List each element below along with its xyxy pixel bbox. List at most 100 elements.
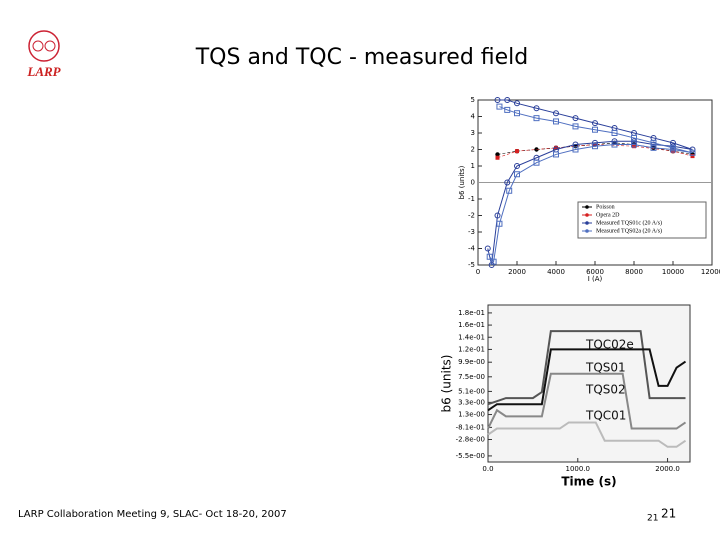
x-tick-label: 8000 bbox=[625, 268, 643, 276]
legend-marker bbox=[585, 205, 589, 209]
series-line bbox=[487, 99, 693, 266]
series-line bbox=[487, 348, 687, 412]
y-tick-label: 2 bbox=[471, 146, 475, 154]
series-line bbox=[487, 330, 686, 406]
x-tick-label: 4000 bbox=[547, 268, 565, 276]
y-tick-label: -2.8e-00 bbox=[456, 435, 485, 443]
data-point bbox=[650, 139, 657, 146]
x-tick-label: 12000 bbox=[701, 268, 720, 276]
y-tick-label: -5.5e-00 bbox=[456, 452, 485, 460]
y-tick-label: 3.3e-00 bbox=[458, 398, 485, 406]
y-tick-label: -4 bbox=[468, 245, 476, 253]
data-point bbox=[504, 106, 511, 113]
data-point bbox=[593, 142, 597, 147]
series-label: TQC01 bbox=[585, 409, 626, 423]
y-tick-label: 1 bbox=[471, 162, 475, 170]
data-point bbox=[494, 97, 501, 103]
legend-marker bbox=[585, 213, 589, 217]
data-point bbox=[486, 253, 493, 260]
slide-title: TQS and TQC - measured field bbox=[195, 45, 529, 70]
legend-marker bbox=[585, 221, 589, 225]
y-tick-label: 3 bbox=[471, 129, 475, 137]
data-point bbox=[553, 110, 559, 117]
data-point bbox=[494, 212, 501, 219]
legend-label: Opera 2D bbox=[596, 212, 620, 218]
x-tick-label: 10000 bbox=[662, 268, 684, 276]
legend-label: Measured TQS01c (20 A/s) bbox=[596, 219, 662, 226]
data-point bbox=[592, 143, 598, 150]
data-point bbox=[504, 97, 511, 103]
x-tick-label: 2000.0 bbox=[655, 465, 680, 473]
data-point bbox=[572, 146, 579, 153]
data-point bbox=[488, 262, 495, 268]
y-tick-label: 1.6e-01 bbox=[458, 321, 485, 329]
series-label: TQC02e bbox=[585, 338, 634, 352]
series-label: TQS02 bbox=[585, 383, 626, 397]
data-point bbox=[631, 141, 637, 148]
y-tick-label: 9.9e-00 bbox=[458, 358, 485, 366]
data-point bbox=[592, 139, 598, 146]
data-point bbox=[592, 126, 598, 133]
data-point bbox=[533, 115, 540, 122]
x-axis-label: Time (s) bbox=[561, 475, 616, 489]
y-tick-label: -1 bbox=[468, 195, 475, 203]
data-point bbox=[490, 258, 497, 265]
x-tick-label: 6000 bbox=[586, 268, 604, 276]
y-tick-label: -5 bbox=[468, 261, 475, 269]
y-tick-label: -2 bbox=[468, 212, 475, 220]
x-axis-label: I (A) bbox=[588, 275, 603, 283]
data-point bbox=[553, 118, 559, 125]
data-point bbox=[689, 149, 696, 156]
footer-text: LARP Collaboration Meeting 9, SLAC- Oct … bbox=[18, 509, 287, 520]
series-label: TQS01 bbox=[585, 361, 626, 375]
y-tick-label: 0 bbox=[471, 179, 475, 187]
data-point bbox=[533, 105, 540, 112]
data-point bbox=[484, 245, 491, 252]
data-point bbox=[631, 134, 637, 141]
series-line bbox=[487, 372, 687, 430]
y-tick-label: -8.1e-01 bbox=[456, 423, 485, 431]
data-point bbox=[670, 144, 676, 151]
data-point bbox=[592, 120, 598, 127]
data-point bbox=[611, 138, 618, 145]
data-point bbox=[631, 138, 637, 145]
data-point bbox=[496, 220, 503, 227]
logo-icon bbox=[28, 30, 60, 62]
series-line bbox=[497, 144, 693, 159]
data-point bbox=[514, 110, 520, 117]
data-point bbox=[506, 187, 513, 194]
y-tick-label: -3 bbox=[468, 228, 475, 236]
series-line bbox=[497, 142, 693, 155]
legend-label: Poisson bbox=[596, 204, 615, 210]
x-tick-label: 1000.0 bbox=[566, 465, 591, 473]
series-line bbox=[489, 106, 693, 263]
data-point bbox=[572, 123, 579, 130]
data-point bbox=[572, 115, 579, 122]
data-point bbox=[611, 141, 618, 148]
y-tick-label: 5 bbox=[471, 96, 475, 104]
legend-marker bbox=[585, 229, 589, 233]
logo-text: LARP bbox=[26, 64, 61, 79]
y-tick-label: 1.3e-00 bbox=[458, 411, 485, 419]
legend-label: Measured TQS02a (20 A/s) bbox=[596, 227, 662, 234]
y-tick-label: 1.8e-01 bbox=[458, 309, 485, 317]
y-axis-label: b6 (units) bbox=[440, 355, 454, 413]
x-tick-label: 0.0 bbox=[482, 465, 493, 473]
data-point bbox=[554, 145, 558, 150]
x-tick-label: 2000 bbox=[508, 268, 526, 276]
page-number-small: 21 bbox=[647, 514, 658, 524]
data-point bbox=[514, 171, 520, 178]
data-point bbox=[496, 103, 503, 110]
y-tick-label: 1.2e-01 bbox=[458, 345, 485, 353]
y-tick-label: 1.4e-01 bbox=[458, 333, 485, 341]
y-axis-label: b6 (units) bbox=[458, 165, 466, 199]
x-tick-label: 0 bbox=[476, 268, 480, 276]
data-point bbox=[689, 146, 696, 153]
page-number: 21 bbox=[661, 507, 676, 521]
y-tick-label: 5.1e-00 bbox=[458, 387, 485, 395]
y-tick-label: 7.5e-00 bbox=[458, 373, 485, 381]
legend-box bbox=[577, 201, 707, 239]
data-point bbox=[514, 163, 520, 169]
